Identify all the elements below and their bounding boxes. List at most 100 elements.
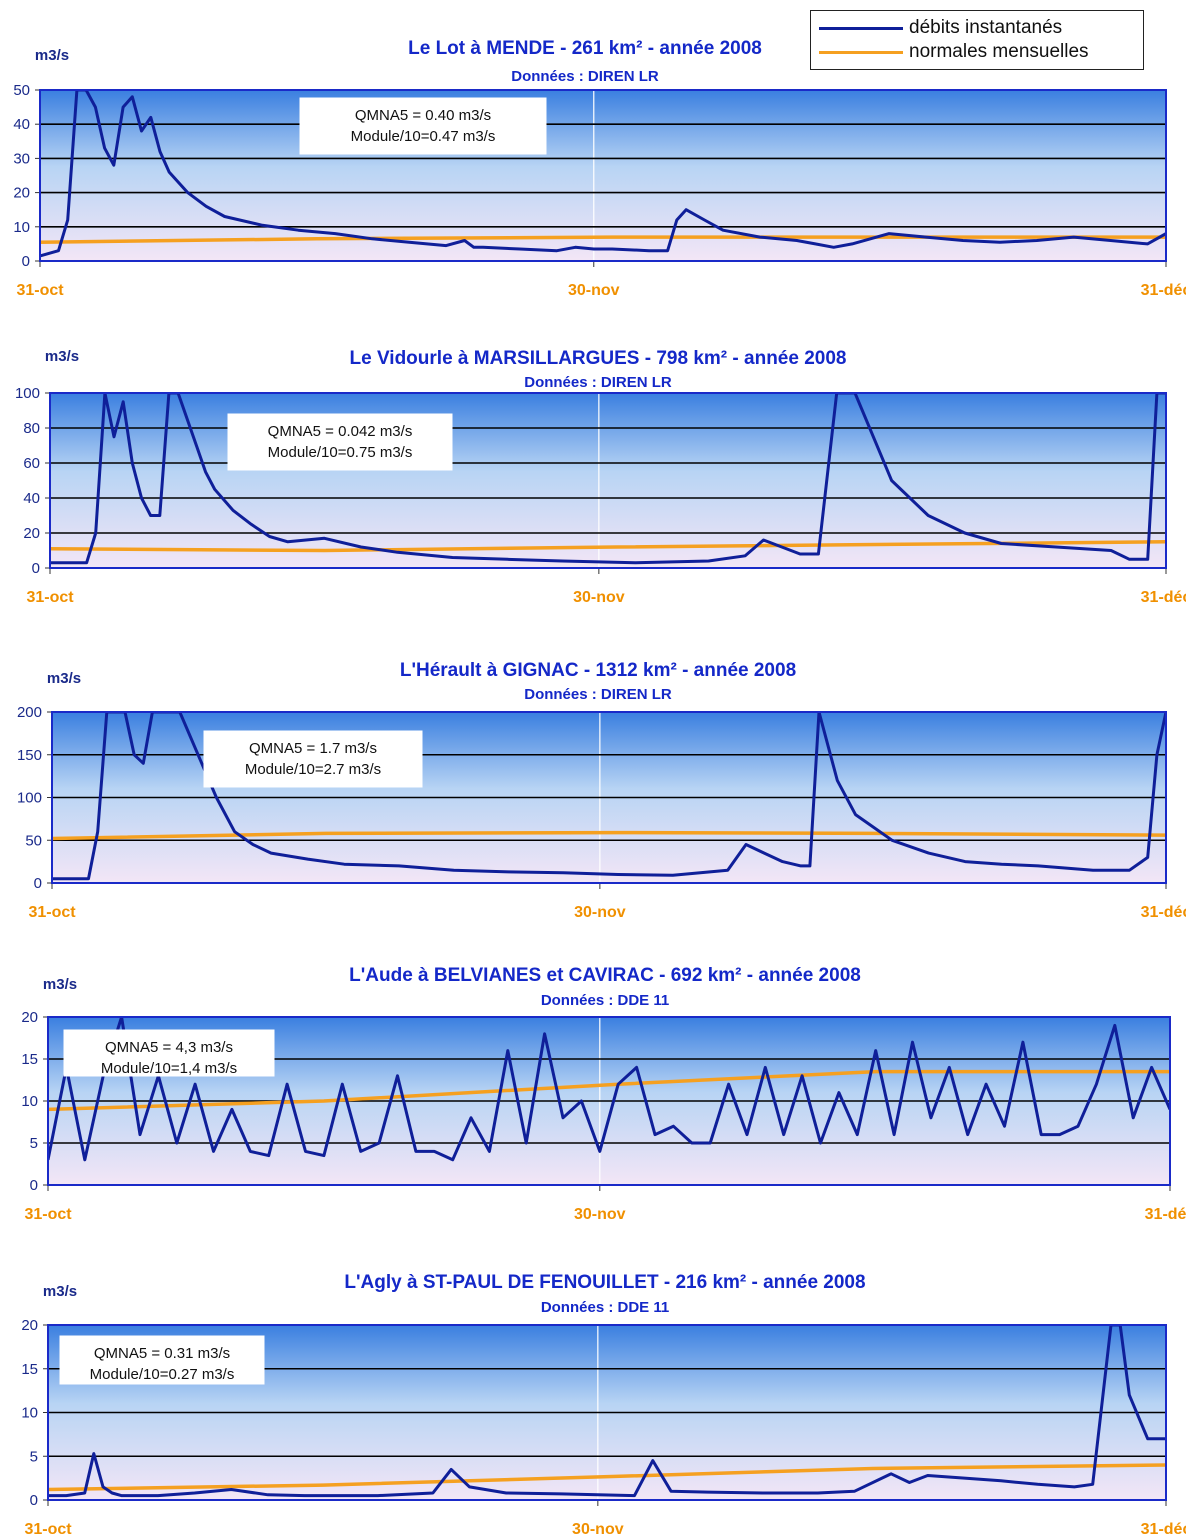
chart-title: L'Aude à BELVIANES et CAVIRAC - 692 km² … xyxy=(349,965,861,986)
annotation-text: QMNA5 = 0.042 m3/s xyxy=(268,423,413,440)
y-tick-label: 0 xyxy=(34,875,42,892)
annotation-text: QMNA5 = 0.31 m3/s xyxy=(94,1345,230,1362)
legend-swatch-flow xyxy=(819,27,903,30)
chart-title: Le Lot à MENDE - 261 km² - année 2008 xyxy=(408,38,762,59)
series-line-flow xyxy=(48,1017,1170,1162)
y-tick-label: 40 xyxy=(23,490,40,507)
x-tick-label: 30-nov xyxy=(568,282,620,299)
y-tick-label: 50 xyxy=(13,82,30,99)
x-tick-label: 31-oct xyxy=(24,1206,72,1223)
y-tick-label: 20 xyxy=(13,185,30,202)
y-tick-label: 15 xyxy=(21,1051,38,1068)
plot-border xyxy=(49,392,1167,569)
legend-item-flow: débits instantanés xyxy=(811,15,1143,41)
y-tick-label: 100 xyxy=(17,790,42,807)
chart-subtitle: Données : DDE 11 xyxy=(541,992,669,1009)
y-tick-label: 30 xyxy=(13,150,30,167)
series-line-normal xyxy=(50,540,1166,553)
y-tick-label: 0 xyxy=(32,560,40,577)
y-tick-label: 80 xyxy=(23,420,40,437)
y-tick-label: 5 xyxy=(30,1135,38,1152)
chart-subtitle: Données : DIREN LR xyxy=(524,686,672,703)
chart-5: 0 5 10 15 20 31-oct 30-nov 31-déc m3/s L'Agly à S… xyxy=(21,1272,1186,1537)
y-tick-label: 10 xyxy=(13,219,30,236)
y-tick-label: 100 xyxy=(15,385,40,402)
x-tick-label: 30-nov xyxy=(572,1521,624,1537)
annotation-text: Module/10=0.47 m3/s xyxy=(351,128,496,145)
annotation-text: Module/10=2.7 m3/s xyxy=(245,761,381,778)
y-tick-label: 0 xyxy=(22,253,30,270)
x-tick-label: 30-nov xyxy=(574,1206,626,1223)
chart-subtitle: Données : DIREN LR xyxy=(524,374,672,391)
x-tick-label: 31-déc xyxy=(1141,282,1186,299)
annotation-text: Module/10=1,4 m3/s xyxy=(101,1060,237,1077)
x-tick-label: 31-oct xyxy=(28,904,76,921)
y-tick-label: 20 xyxy=(23,525,40,542)
y-axis-unit: m3/s xyxy=(43,1283,77,1300)
legend-item-normal: normales mensuelles xyxy=(811,39,1143,65)
x-tick-label: 31-déc xyxy=(1141,904,1186,921)
plot-border xyxy=(39,89,1167,262)
y-tick-label: 20 xyxy=(21,1317,38,1334)
y-tick-label: 200 xyxy=(17,704,42,721)
y-axis-unit: m3/s xyxy=(47,670,81,687)
series-line-normal xyxy=(40,235,1166,244)
x-tick-label: 31-oct xyxy=(24,1521,72,1537)
chart-title: Le Vidourle à MARSILLARGUES - 798 km² - … xyxy=(350,348,847,369)
y-tick-label: 50 xyxy=(25,832,42,849)
legend-label-flow: débits instantanés xyxy=(909,17,1063,38)
y-tick-label: 0 xyxy=(30,1492,38,1509)
annotation-box xyxy=(203,730,423,788)
series-line-flow xyxy=(52,712,1166,881)
chart-1: 0 10 20 30 40 50 31-oct 30-nov 31-déc m3/s Le Lot … xyxy=(13,38,1186,299)
annotation-text: QMNA5 = 1.7 m3/s xyxy=(249,740,377,757)
x-tick-label: 30-nov xyxy=(573,589,625,606)
series-line-flow xyxy=(40,90,1166,258)
y-tick-label: 15 xyxy=(21,1361,38,1378)
y-axis-unit: m3/s xyxy=(43,976,77,993)
chart-2: 0 20 40 60 80 100 31-oct 30-nov 31-déc m3/s Le Vid… xyxy=(15,348,1186,606)
series-line-flow xyxy=(50,393,1166,565)
annotation-box xyxy=(299,97,547,155)
y-axis-unit: m3/s xyxy=(35,47,69,64)
chart-4: 0 5 10 15 20 31-oct 30-nov 31-déc m3/s L'Aude à B… xyxy=(21,965,1186,1223)
x-tick-label: 31-déc xyxy=(1145,1206,1186,1223)
chart-subtitle: Données : DDE 11 xyxy=(541,1299,669,1316)
x-tick-label: 31-déc xyxy=(1141,1521,1186,1537)
annotation-text: Module/10=0.75 m3/s xyxy=(268,444,413,461)
y-tick-label: 10 xyxy=(21,1093,38,1110)
x-tick-label: 30-nov xyxy=(574,904,626,921)
chart-3: 0 50 100 150 200 31-oct 30-nov 31-déc m3/s L'Héra… xyxy=(17,660,1186,921)
legend-swatch-normal xyxy=(819,51,903,54)
plot-border xyxy=(47,1016,1171,1186)
legend-label-normal: normales mensuelles xyxy=(909,41,1089,62)
plot-border xyxy=(47,1324,1167,1501)
y-tick-label: 60 xyxy=(23,455,40,472)
plot-border xyxy=(51,711,1167,884)
annotation-text: QMNA5 = 0.40 m3/s xyxy=(355,107,491,124)
annotation-text: Module/10=0.27 m3/s xyxy=(90,1366,235,1383)
x-tick-label: 31-oct xyxy=(26,589,74,606)
chart-title: L'Hérault à GIGNAC - 1312 km² - année 20… xyxy=(400,660,796,681)
annotation-text: QMNA5 = 4,3 m3/s xyxy=(105,1039,233,1056)
annotation-box xyxy=(227,413,453,471)
series-line-normal xyxy=(48,1463,1166,1492)
series-line-normal xyxy=(52,830,1166,841)
y-tick-label: 40 xyxy=(13,116,30,133)
series-line-flow xyxy=(48,1325,1166,1498)
y-tick-label: 0 xyxy=(30,1177,38,1194)
x-tick-label: 31-oct xyxy=(16,282,64,299)
chart-title: L'Agly à ST-PAUL DE FENOUILLET - 216 km²… xyxy=(344,1272,865,1293)
y-tick-label: 5 xyxy=(30,1448,38,1465)
annotation-box xyxy=(59,1335,265,1385)
y-tick-label: 150 xyxy=(17,747,42,764)
chart-subtitle: Données : DIREN LR xyxy=(511,68,659,85)
legend: débits instantanés normales mensuelles xyxy=(810,10,1144,70)
x-tick-label: 31-déc xyxy=(1141,589,1186,606)
y-tick-label: 20 xyxy=(21,1009,38,1026)
y-tick-label: 10 xyxy=(21,1405,38,1422)
plot-area xyxy=(40,90,1166,261)
y-axis-unit: m3/s xyxy=(45,348,79,365)
annotation-box xyxy=(63,1029,275,1077)
